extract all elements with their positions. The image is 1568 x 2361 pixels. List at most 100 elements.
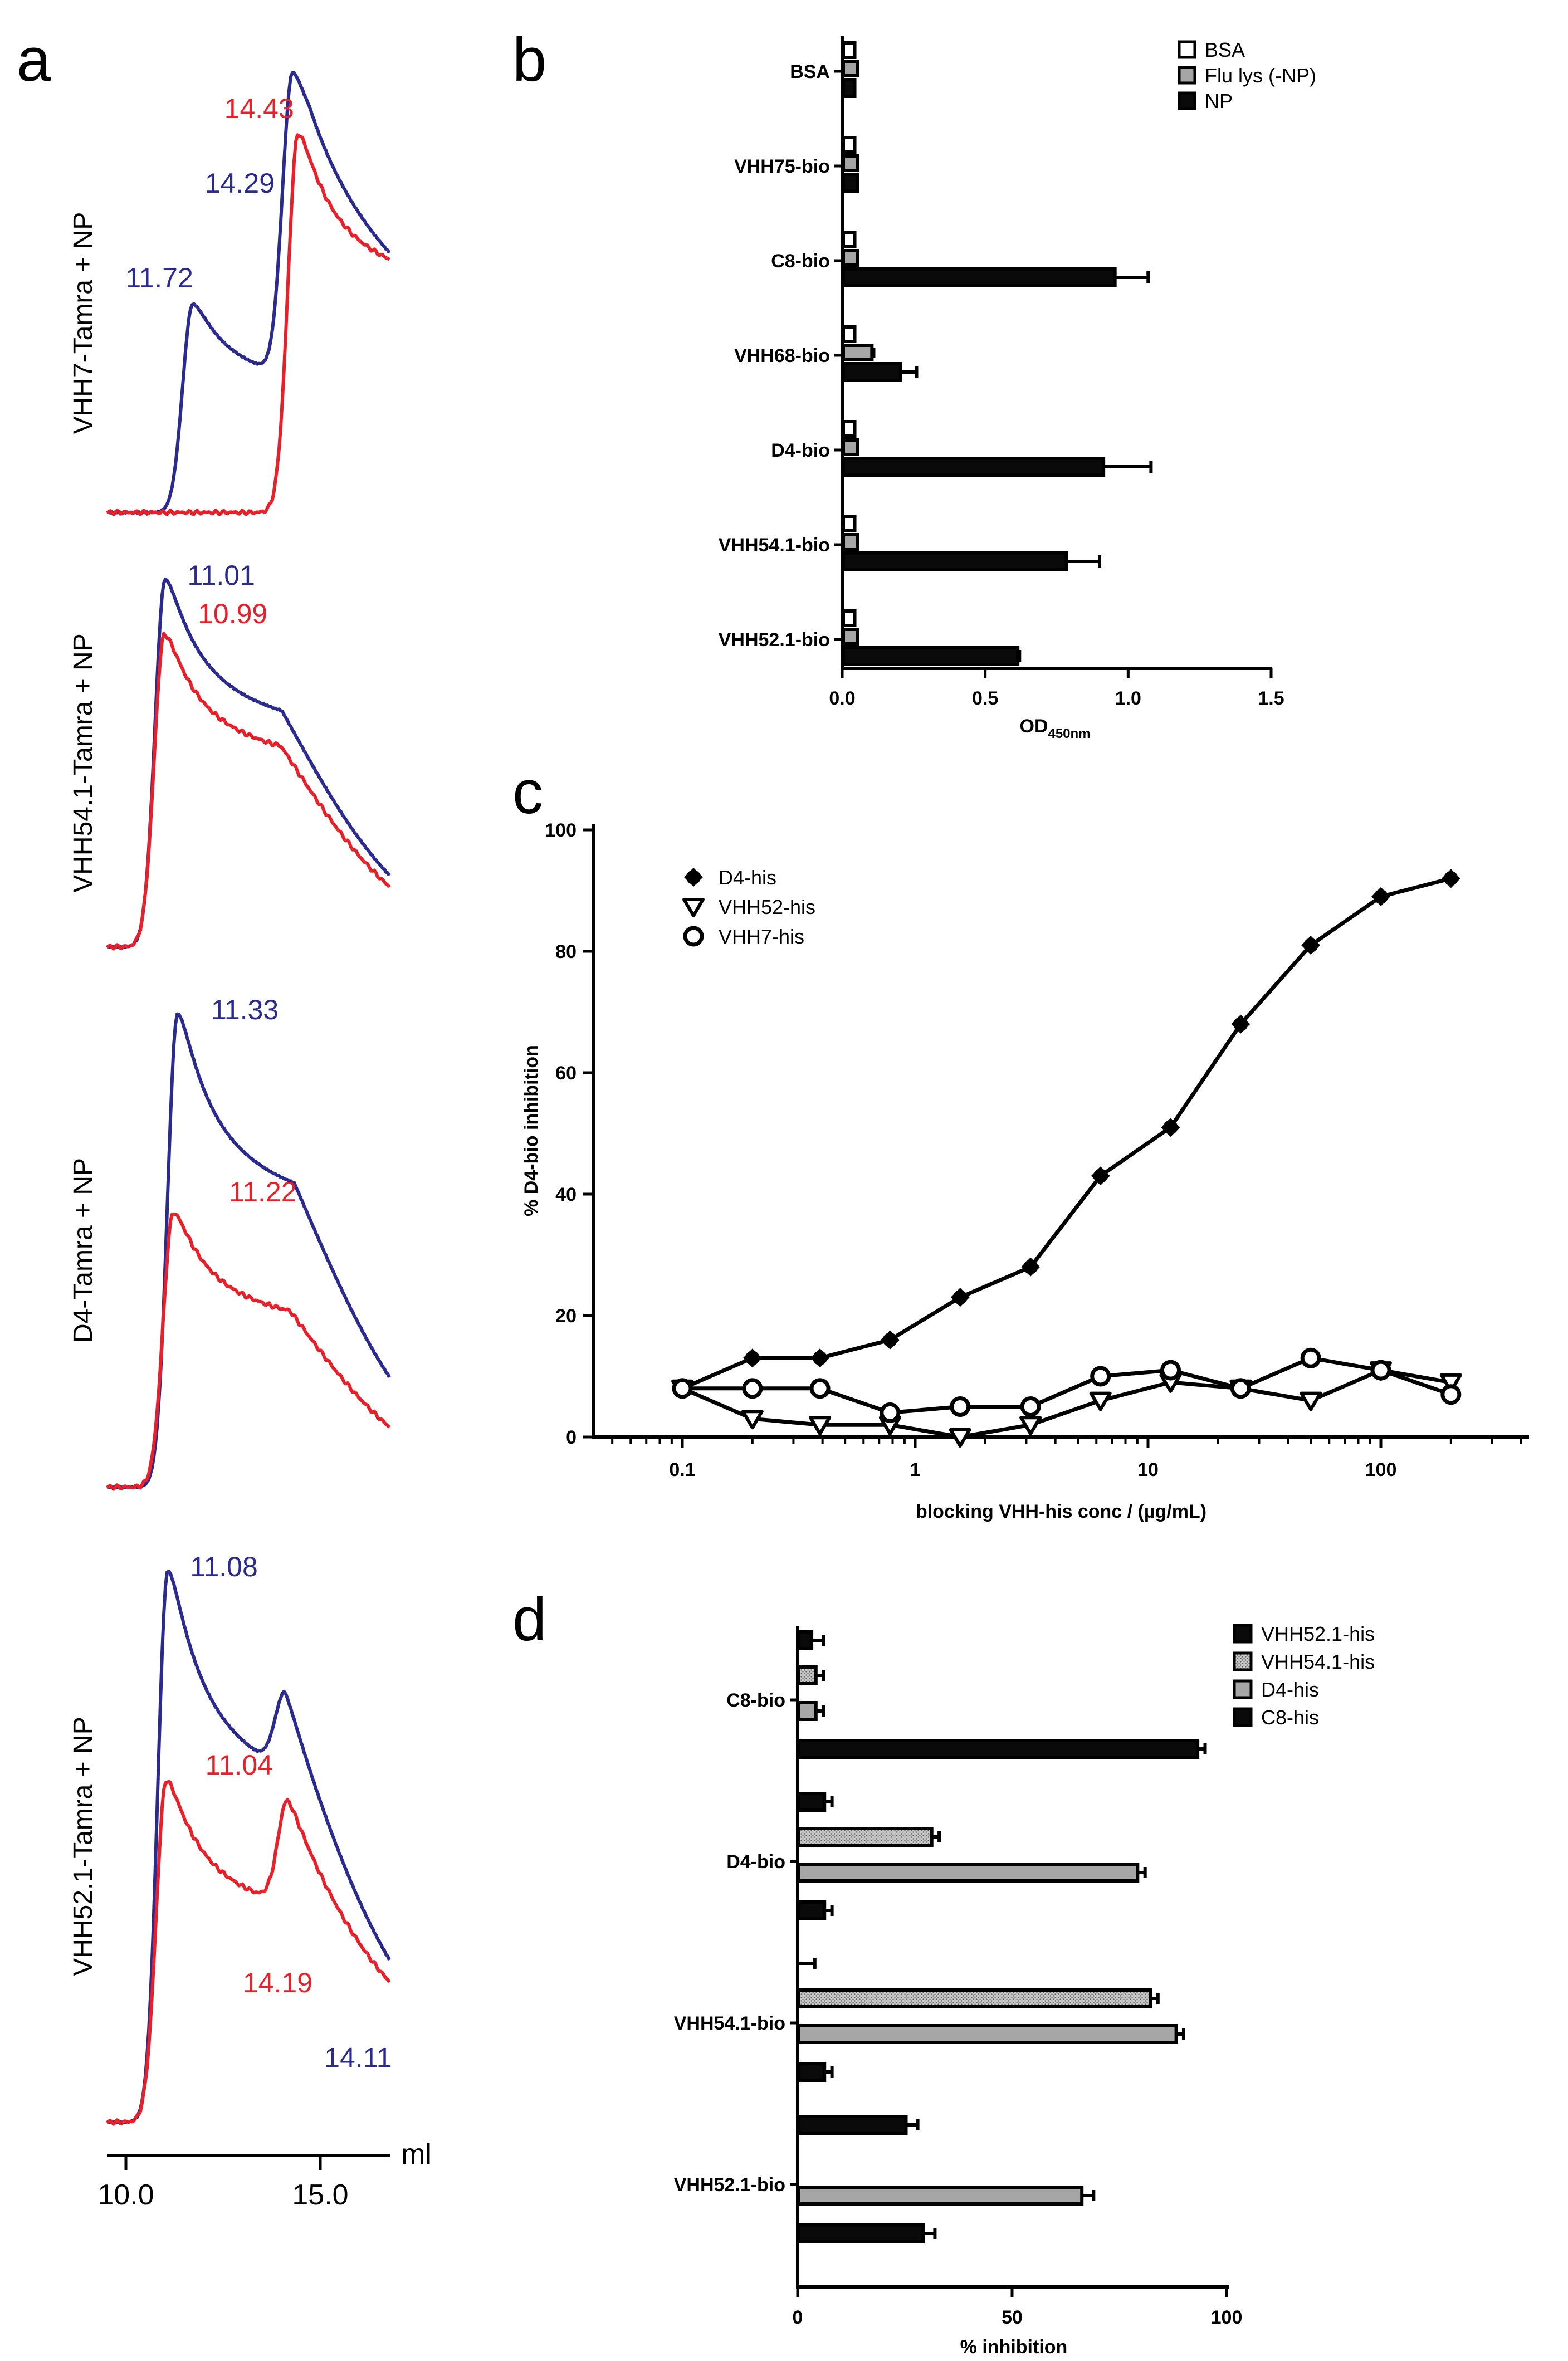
od-bar — [842, 154, 859, 172]
panel-c-y-tick-label: 20 — [555, 1306, 577, 1327]
panel-b-category-label: VHH52.1-bio — [719, 629, 830, 651]
panel-c-x-axis-label: blocking VHH-his conc / (µg/mL) — [916, 1501, 1206, 1522]
panel-d-category-label: C8-bio — [726, 1690, 785, 1711]
trace-label: VHH52.1-Tamra + NP — [69, 1717, 98, 1976]
panel-letter-b: b — [512, 26, 546, 94]
peak-label: 11.01 — [187, 560, 255, 591]
panel-b-x-tick-label: 1.0 — [1115, 688, 1141, 709]
data-point-diamond-diamond — [880, 1330, 900, 1350]
panel-d-x-tick-label: 50 — [1002, 2307, 1023, 2328]
od-bar — [842, 646, 1020, 666]
legend-label: BSA — [1205, 38, 1245, 61]
series-line-VHH7-his — [682, 1356, 1452, 1415]
series-line-VHH52-his — [681, 1368, 1452, 1439]
od-bar — [842, 533, 859, 551]
panel-b-category-label: D4-bio — [771, 440, 830, 461]
data-point-triangle-down — [809, 1416, 832, 1436]
peak-label: 14.11 — [324, 2042, 392, 2073]
data-point-diamond-diamond — [1371, 887, 1390, 906]
inhibition-bar — [797, 1900, 827, 1920]
data-point-diamond-diamond — [1021, 1257, 1041, 1277]
peak-label: 11.33 — [211, 994, 279, 1025]
panel-b-elisa-bars: BSA VHH75-bio C8-bio VHH68-bio D4-bio VHH54.1… — [719, 36, 1316, 741]
inhibition-bar — [797, 1863, 1140, 1883]
legend-label: D4-his — [1261, 1678, 1319, 1701]
panel-c-y-tick-label: 60 — [555, 1063, 577, 1084]
trace-label: VHH7-Tamra + NP — [69, 212, 98, 434]
chromatogram-trace-red — [106, 632, 391, 951]
inhibition-bar — [797, 1630, 814, 1650]
inhibition-bar — [797, 1739, 1200, 1759]
data-point-circle — [950, 1396, 971, 1417]
panel-c-y-tick-label: 80 — [555, 941, 577, 962]
inhibition-bar — [797, 2062, 827, 2082]
chromatogram-trace-blue — [106, 1570, 391, 2124]
panel-d-x-tick-label: 100 — [1211, 2307, 1243, 2328]
panel-c-x-tick-label: 10 — [1137, 1459, 1159, 1480]
panel-b-x-tick-label: 0.5 — [972, 688, 998, 709]
od-bar — [842, 551, 1068, 571]
od-bar — [842, 362, 902, 382]
peak-label: 14.43 — [224, 93, 294, 124]
panel-d-category-label: D4-bio — [726, 1851, 785, 1873]
chromatogram-trace-red — [106, 1780, 391, 2126]
data-point-circle — [880, 1402, 901, 1423]
inhibition-bar — [797, 1827, 934, 1847]
chromatogram-trace-blue — [106, 1012, 391, 1489]
inhibition-bar — [797, 1988, 1152, 2008]
od-bar — [842, 249, 859, 267]
data-point-circle — [1020, 1396, 1041, 1417]
data-point-diamond-diamond — [1441, 869, 1460, 888]
inhibition-bar — [797, 2223, 925, 2243]
peak-label: 14.19 — [243, 1967, 312, 1998]
chromatogram-trace-blue — [106, 577, 391, 949]
panel-d-category-label: VHH52.1-bio — [674, 2174, 785, 2196]
data-point-circle — [1230, 1378, 1251, 1399]
panel-c-x-tick-label: 100 — [1365, 1459, 1397, 1480]
panel-b-category-label: BSA — [790, 61, 830, 82]
panel-letter-d: d — [512, 1585, 546, 1654]
panel-b-category-label: C8-bio — [771, 251, 830, 272]
od-bar — [842, 457, 1106, 477]
data-point-circle — [672, 1378, 693, 1399]
panel-c-y-tick-label: 0 — [566, 1427, 577, 1448]
data-point-triangle-down — [741, 1410, 764, 1430]
od-bar — [842, 173, 859, 193]
panel-c-y-tick-label: 100 — [545, 820, 577, 841]
legend-label: D4-his — [719, 866, 776, 889]
panel-a-x-tick-label: 10.0 — [97, 2179, 154, 2211]
od-bar — [842, 60, 859, 77]
panel-c-y-tick-label: 40 — [555, 1184, 577, 1205]
data-point-triangle-down — [1019, 1416, 1042, 1436]
legend-swatch — [1233, 1679, 1253, 1699]
panel-b-x-axis-label: OD450nm — [1019, 716, 1090, 741]
inhibition-bar — [797, 1701, 818, 1721]
data-point-circle — [1370, 1360, 1391, 1381]
panel-c-x-tick-label: 1 — [910, 1459, 921, 1480]
legend-label: VHH7-his — [719, 925, 804, 948]
panel-d-inhibition-bars: C8-bio D4-bio VHH54.1-bio VHH52.1-bio 0 50 10… — [674, 1622, 1375, 2358]
od-bar — [842, 344, 874, 361]
panel-b-category-label: VHH54.1-bio — [719, 535, 830, 556]
data-point-circle — [809, 1378, 831, 1399]
panel-d-x-tick-label: 0 — [793, 2307, 803, 2328]
od-bar — [842, 420, 857, 438]
legend-swatch — [1178, 66, 1196, 85]
legend-label: VHH52.1-his — [1261, 1622, 1375, 1645]
data-point-circle — [1090, 1366, 1111, 1387]
data-point-diamond-diamond — [810, 1348, 830, 1368]
chromatogram-trace-red — [106, 133, 390, 516]
od-bar — [842, 267, 1117, 287]
panel-c-competition-curves: 0 20 40 60 80 100 0.1 1 10 100 % D4-bio inhibitio… — [521, 820, 1529, 1522]
trace-label: VHH54.1-Tamra + NP — [69, 633, 98, 893]
od-bar — [842, 609, 857, 627]
chromatogram-trace-red — [106, 1212, 391, 1491]
legend-swatch — [1233, 1651, 1253, 1671]
legend-swatch — [1178, 91, 1196, 110]
inhibition-bar — [797, 2024, 1178, 2044]
data-point-triangle-down — [1089, 1391, 1112, 1411]
trace-label: D4-Tamra + NP — [69, 1158, 98, 1343]
panel-b-category-label: VHH75-bio — [734, 156, 830, 177]
od-bar — [842, 231, 857, 248]
